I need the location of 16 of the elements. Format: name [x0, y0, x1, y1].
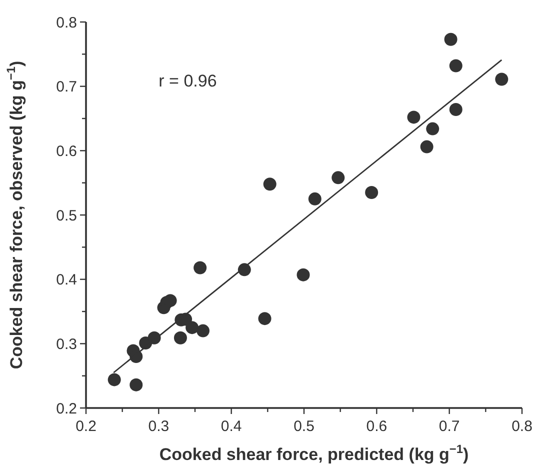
x-tick-label: 0.2 [76, 418, 96, 435]
x-tick-label: 0.5 [294, 418, 314, 435]
y-tick-label: 0.7 [56, 78, 77, 96]
y-tick-label: 0.2 [56, 400, 77, 418]
y-tick-label: 0.8 [56, 14, 77, 32]
x-axis-title: Cooked shear force, predicted (kg g$^{−1}$) [159, 442, 469, 464]
y-tick-label: 0.3 [56, 336, 77, 353]
y-tick-label: 0.4 [56, 272, 77, 289]
x-tick-label: 0.3 [148, 418, 170, 435]
annotation: r = 0.96 [158, 71, 217, 90]
x-tick-label: 0.8 [512, 418, 532, 435]
x-tick-label: 0.4 [220, 418, 242, 435]
x-tick-label: 0.7 [438, 418, 460, 435]
y-tick-label: 0.5 [56, 207, 77, 224]
x-tick-label: 0.6 [366, 418, 388, 435]
y-tick-label: 0.6 [56, 142, 77, 160]
